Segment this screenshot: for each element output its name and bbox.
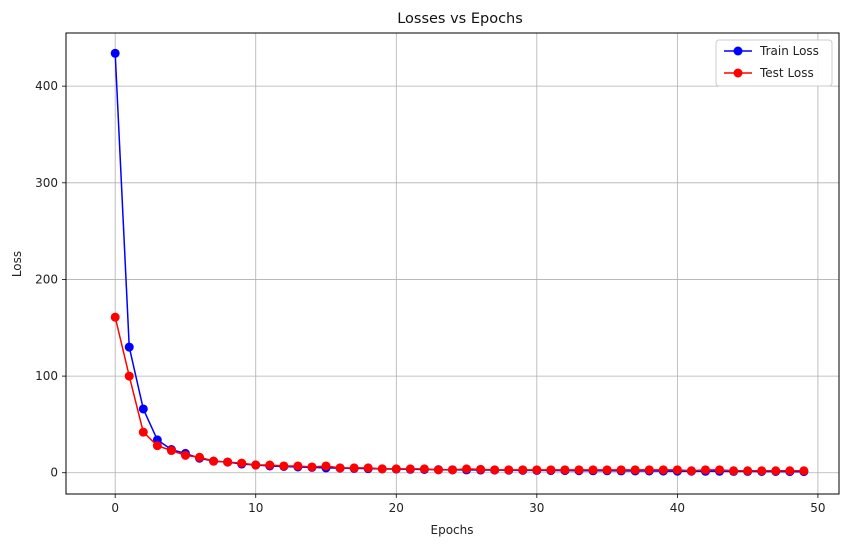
test-loss-point: [335, 463, 345, 473]
x-tick-label: 30: [529, 501, 544, 515]
test-loss-point: [729, 466, 739, 476]
test-loss-point: [771, 466, 781, 476]
y-axis-label: Loss: [10, 251, 24, 277]
test-loss-point: [700, 465, 710, 475]
y-tick-label: 200: [35, 272, 58, 286]
series-layer: [110, 48, 809, 477]
test-loss-point: [363, 463, 373, 473]
test-loss-point: [321, 461, 331, 471]
test-loss-point: [265, 460, 275, 470]
test-loss-point: [532, 465, 542, 475]
test-loss-point: [757, 466, 767, 476]
train-loss-point: [138, 404, 148, 414]
test-loss-point: [799, 466, 809, 476]
test-loss-point: [490, 465, 500, 475]
test-loss-point: [237, 458, 247, 468]
test-loss-point: [279, 461, 289, 471]
legend-test-label: Test Loss: [759, 66, 814, 80]
test-loss-point: [560, 465, 570, 475]
series-train-loss: [110, 48, 809, 477]
train-loss-line: [114, 53, 804, 473]
test-loss-point: [405, 464, 415, 474]
test-loss-point: [448, 465, 457, 475]
axis-ticks: 0 10 20 30 40 50 0 100 200 300 400: [35, 79, 825, 515]
test-loss-point: [166, 446, 176, 456]
legend-test-marker: [733, 68, 743, 78]
test-loss-point: [251, 460, 261, 470]
test-loss-point: [209, 456, 219, 466]
test-loss-point: [138, 427, 148, 437]
test-loss-point: [349, 463, 359, 473]
y-tick-label: 300: [35, 176, 58, 190]
test-loss-point: [462, 464, 472, 474]
test-loss-point: [180, 450, 190, 460]
grid-lines: [66, 33, 839, 494]
test-loss-point: [644, 465, 654, 475]
test-loss-point: [630, 465, 640, 475]
test-loss-point: [476, 464, 486, 474]
test-loss-point: [504, 465, 514, 475]
test-loss-point: [672, 465, 682, 475]
y-tick-label: 400: [35, 79, 58, 93]
test-loss-point: [152, 441, 162, 451]
train-loss-point: [124, 342, 134, 352]
legend-train-marker: [733, 46, 743, 56]
test-loss-point: [307, 462, 317, 472]
test-loss-point: [419, 464, 429, 474]
test-loss-point: [223, 457, 233, 467]
chart-title: Losses vs Epochs: [397, 11, 523, 27]
legend-train-label: Train Loss: [759, 44, 819, 58]
test-loss-point: [293, 461, 303, 471]
test-loss-point: [546, 465, 556, 475]
test-loss-point: [743, 466, 753, 476]
test-loss-point: [658, 465, 668, 475]
test-loss-point: [110, 312, 120, 322]
test-loss-point: [391, 464, 401, 474]
x-tick-label: 40: [670, 501, 685, 515]
test-loss-point: [518, 465, 528, 475]
y-tick-label: 100: [35, 369, 58, 383]
y-tick-label: 0: [50, 466, 58, 480]
test-loss-point: [602, 465, 612, 475]
test-loss-line: [114, 316, 804, 472]
train-loss-point: [110, 48, 120, 58]
series-test-loss: [110, 312, 809, 476]
plot-area-frame: [65, 32, 840, 495]
x-tick-label: 0: [111, 501, 119, 515]
x-tick-label: 50: [810, 501, 825, 515]
x-tick-label: 10: [248, 501, 263, 515]
x-tick-label: 20: [389, 501, 404, 515]
test-loss-point: [433, 465, 443, 475]
test-loss-point: [785, 466, 795, 476]
legend: Train Loss Test Loss: [715, 39, 833, 87]
test-loss-point: [715, 465, 725, 475]
test-loss-point: [377, 464, 387, 474]
test-loss-point: [686, 466, 696, 476]
x-axis-label: Epochs: [431, 523, 474, 537]
test-loss-point: [588, 465, 598, 475]
test-loss-point: [574, 465, 584, 475]
test-loss-point: [616, 465, 626, 475]
test-loss-point: [124, 371, 134, 381]
test-loss-point: [195, 452, 205, 462]
